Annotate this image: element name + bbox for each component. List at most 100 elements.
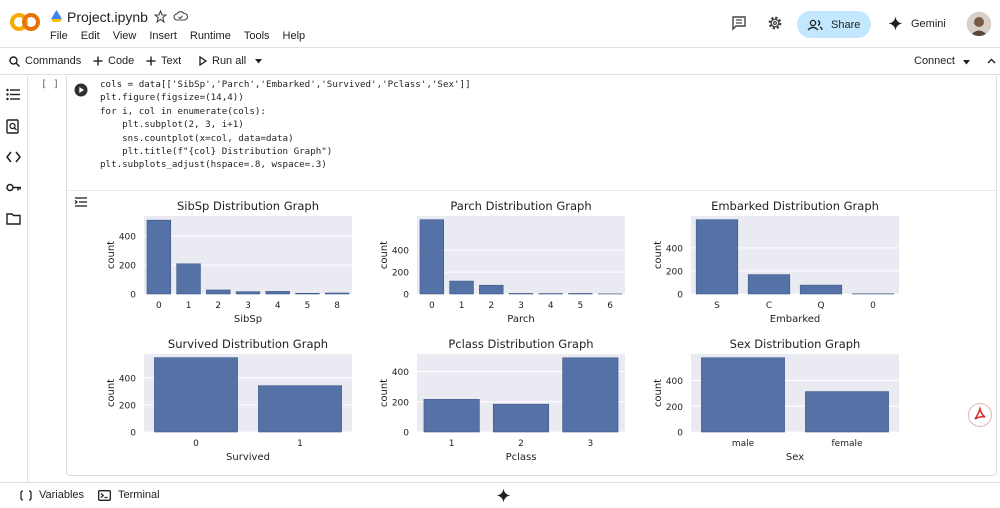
x-tick-label: Q: [817, 301, 824, 311]
bar: [568, 293, 593, 295]
x-axis-label: Sex: [786, 452, 804, 463]
x-tick-label: 0: [429, 301, 435, 311]
x-tick-label: 2: [488, 301, 494, 311]
y-tick-label: 400: [119, 233, 136, 243]
top-bar: Project.ipynb File Edit View Insert Runt…: [0, 0, 1000, 46]
bar: [235, 291, 261, 295]
connect-button[interactable]: Connect: [914, 55, 955, 67]
menu-view[interactable]: View: [112, 30, 137, 42]
menu-file[interactable]: File: [50, 30, 68, 42]
menu-runtime[interactable]: Runtime: [189, 30, 231, 42]
menu-insert[interactable]: Insert: [149, 30, 177, 42]
terminal-label: Terminal: [118, 489, 160, 501]
comment-icon[interactable]: [731, 15, 747, 31]
menu-tools[interactable]: Tools: [243, 30, 270, 42]
bar: [701, 357, 785, 433]
code-snippets-icon[interactable]: [6, 151, 21, 163]
commands-button[interactable]: Commands: [9, 55, 81, 67]
text-label: Text: [161, 55, 182, 67]
chart-title: Survived Distribution Graph: [168, 337, 328, 351]
pclass-countplot: Pclass Distribution Graph 0 200 400 1 2 3 Pclas…: [379, 337, 625, 463]
variables-icon: [20, 489, 32, 501]
x-tick-label: 6: [607, 301, 613, 311]
search-icon: [9, 55, 20, 67]
add-text-button[interactable]: Text: [146, 55, 181, 67]
y-tick-label: 0: [403, 429, 409, 439]
gear-icon[interactable]: [767, 15, 783, 31]
y-tick-label: 200: [119, 262, 136, 272]
bar: [695, 219, 739, 295]
x-axis-label: Embarked: [770, 314, 821, 325]
y-axis-label: count: [106, 379, 117, 407]
y-axis-label: count: [106, 241, 117, 269]
notebook-title[interactable]: Project.ipynb: [67, 9, 148, 25]
colab-logo[interactable]: [10, 12, 40, 32]
chevron-down-icon[interactable]: [255, 58, 263, 64]
x-axis-label: Survived: [226, 452, 270, 463]
commands-label: Commands: [25, 55, 82, 67]
x-tick-label: 1: [459, 301, 465, 311]
bar: [799, 284, 843, 295]
output-menu-icon[interactable]: [74, 196, 88, 208]
bar: [324, 292, 350, 295]
pdf-extension-button[interactable]: [968, 403, 992, 427]
survived-countplot: Survived Distribution Graph 0 200 400 0 1 Surv…: [106, 337, 352, 463]
embarked-countplot: Embarked Distribution Graph 0 200 400 S C Q 0 Em…: [653, 199, 899, 325]
bar: [176, 263, 201, 295]
x-tick-label: 1: [297, 439, 303, 449]
y-tick-label: 400: [666, 244, 683, 254]
code-line: plt.title(f"{col} Distribution Graph"): [100, 146, 333, 158]
add-code-button[interactable]: Code: [93, 55, 134, 67]
share-button[interactable]: Share: [797, 11, 871, 38]
pdf-icon: [974, 405, 986, 420]
table-of-contents-icon[interactable]: [6, 88, 21, 101]
code-line: plt.figure(figsize=(14,4)): [100, 92, 244, 104]
gemini-label: Gemini: [911, 17, 946, 30]
left-sidebar: [0, 76, 28, 482]
run-cell-button[interactable]: [74, 83, 88, 97]
status-bar: Variables Terminal: [0, 482, 1000, 508]
y-tick-label: 0: [403, 291, 409, 301]
menu-help[interactable]: Help: [282, 30, 306, 42]
variables-button[interactable]: Variables: [20, 489, 84, 501]
play-icon: [199, 56, 207, 66]
y-tick-label: 400: [392, 368, 409, 378]
y-axis-label: count: [653, 241, 664, 269]
star-icon[interactable]: [154, 10, 167, 23]
code-label: Code: [108, 55, 135, 67]
folder-icon[interactable]: [6, 212, 21, 225]
y-tick-label: 400: [392, 247, 409, 257]
chevron-up-icon[interactable]: [987, 58, 996, 64]
chart-title: Sex Distribution Graph: [730, 337, 861, 351]
sibsp-countplot: SibSp Distribution Graph 0 200 400 0 1 2 3 4 5 8 Si…: [106, 199, 352, 325]
bar: [479, 284, 504, 295]
x-tick-label: female: [831, 439, 862, 449]
terminal-button[interactable]: Terminal: [98, 489, 160, 501]
avatar[interactable]: [967, 12, 991, 36]
run-all-button[interactable]: Run all: [199, 55, 263, 67]
run-all-label: Run all: [212, 55, 247, 67]
chevron-down-icon[interactable]: [963, 60, 970, 65]
find-replace-icon[interactable]: [6, 119, 21, 134]
x-tick-label: C: [766, 301, 772, 311]
key-icon[interactable]: [6, 182, 22, 193]
gemini-button[interactable]: Gemini: [888, 16, 946, 31]
bar: [154, 357, 238, 433]
y-tick-label: 0: [677, 429, 683, 439]
x-tick-label: 8: [334, 301, 340, 311]
x-tick-label: 3: [245, 301, 251, 311]
cloud-saved-icon[interactable]: [173, 10, 188, 22]
gemini-sparkle-icon[interactable]: [496, 488, 511, 503]
drive-file-icon: [51, 10, 62, 22]
bar: [747, 274, 791, 295]
bar: [508, 293, 534, 295]
menu-edit[interactable]: Edit: [80, 30, 100, 42]
y-tick-label: 200: [392, 398, 409, 408]
y-tick-label: 400: [666, 377, 683, 387]
code-editor[interactable]: cols = data[['SibSp','Parch','Embarked',…: [100, 78, 471, 172]
chart-title: Embarked Distribution Graph: [711, 199, 879, 213]
chart-title: Parch Distribution Graph: [450, 199, 591, 213]
x-tick-label: 5: [305, 301, 311, 311]
code-cell[interactable]: [66, 76, 997, 476]
y-tick-label: 400: [119, 374, 136, 384]
